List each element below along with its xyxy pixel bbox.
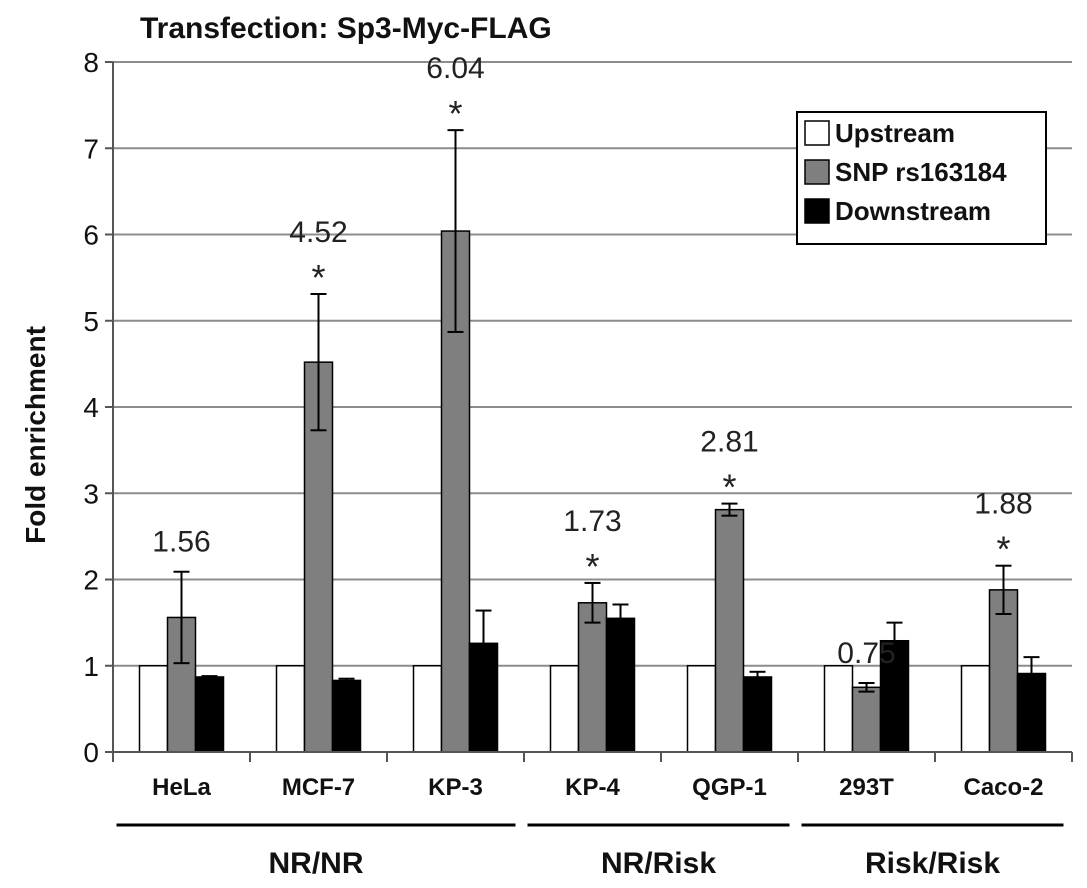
bar-upstream <box>686 665 717 753</box>
bar-downstream <box>605 617 636 753</box>
bar-upstream <box>275 665 306 753</box>
bar-downstream <box>742 676 773 753</box>
y-tick-label: 4 <box>83 392 99 423</box>
significance-marker: * <box>722 467 736 508</box>
y-tick-label: 5 <box>83 306 99 337</box>
grid-lines <box>113 61 1072 667</box>
legend-swatch <box>804 198 830 224</box>
y-axis-ticks: 0 1 2 3 4 5 6 7 8 <box>83 47 113 768</box>
value-label: 0.75 <box>837 637 895 670</box>
group-label: Risk/Risk <box>865 847 1000 880</box>
value-labels: 1.56 4.52 * 6.04 * 1.73 * 2.81 * 0.75 1.88 * <box>152 52 1032 670</box>
x-tick-label: KP-4 <box>565 774 620 801</box>
value-label: 1.56 <box>152 526 210 559</box>
significance-marker: * <box>448 93 462 134</box>
chart-title: Transfection: Sp3-Myc-FLAG <box>140 12 552 45</box>
legend-label: Upstream <box>835 118 955 148</box>
x-axis-ticks: HeLa MCF-7 KP-3 KP-4 QGP-1 293T Caco-2 <box>152 774 1043 801</box>
y-tick-label: 3 <box>83 478 99 509</box>
axes <box>105 62 1073 762</box>
bar-upstream <box>138 665 169 753</box>
y-axis-label: Fold enrichment <box>20 326 51 544</box>
value-label: 4.52 <box>289 216 347 249</box>
bar-upstream <box>960 665 991 753</box>
value-label: 2.81 <box>700 426 758 459</box>
significance-marker: * <box>996 529 1010 570</box>
bar-snp-rs163184 <box>577 602 608 753</box>
bars <box>138 230 1047 753</box>
y-tick-label: 0 <box>83 737 99 768</box>
y-tick-label: 2 <box>83 565 99 596</box>
significance-marker: * <box>585 546 599 587</box>
x-tick-label: HeLa <box>152 774 211 801</box>
bar-snp-rs163184 <box>851 686 882 753</box>
bar-upstream <box>549 665 580 753</box>
y-tick-label: 6 <box>83 220 99 251</box>
x-tick-label: KP-3 <box>428 774 483 801</box>
group-label: NR/Risk <box>601 847 716 880</box>
x-tick-label: 293T <box>839 774 894 801</box>
bar-downstream <box>331 679 362 753</box>
bar-snp-rs163184 <box>303 361 334 753</box>
value-label: 6.04 <box>426 52 484 85</box>
legend-swatch <box>804 120 830 146</box>
legend-label: Downstream <box>835 196 991 226</box>
legend-box <box>796 111 1047 245</box>
error-bars <box>173 129 1040 693</box>
bar-snp-rs163184 <box>988 589 1019 753</box>
legend-swatch <box>804 159 830 185</box>
x-tick-label: Caco-2 <box>963 774 1043 801</box>
y-tick-label: 8 <box>83 47 99 78</box>
y-tick-label: 7 <box>83 133 99 164</box>
bar-downstream <box>194 676 225 753</box>
significance-marker: * <box>311 257 325 298</box>
legend-label: SNP rs163184 <box>835 157 1007 187</box>
bar-upstream <box>823 665 854 753</box>
genotype-groups: NR/NR NR/Risk Risk/Risk <box>116 823 1064 880</box>
value-label: 1.88 <box>974 488 1032 521</box>
x-tick-label: MCF-7 <box>282 774 355 801</box>
group-label: NR/NR <box>269 847 364 880</box>
x-tick-label: QGP-1 <box>692 774 767 801</box>
bar-snp-rs163184 <box>714 508 745 753</box>
value-label: 1.73 <box>563 505 621 538</box>
y-tick-label: 1 <box>83 651 99 682</box>
bar-upstream <box>412 665 443 753</box>
legend: Upstream SNP rs163184 Downstream <box>796 111 1047 245</box>
